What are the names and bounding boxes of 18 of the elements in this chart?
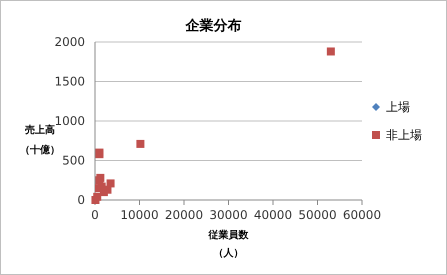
x-tick-label: 50000: [298, 208, 337, 222]
legend-label: 非上場: [386, 128, 422, 142]
point: [106, 179, 115, 188]
x-tick-label: 20000: [164, 208, 204, 222]
x-tick-label: 40000: [254, 208, 292, 222]
y-tick-label: 0: [77, 193, 85, 207]
x-tick-label: 60000: [342, 208, 382, 222]
legend-label: 上場: [386, 100, 410, 114]
y-tick-label: 500: [62, 154, 85, 168]
y-tick-label: 1500: [54, 74, 85, 88]
x-tick-label: 30000: [209, 208, 248, 222]
point: [136, 140, 144, 148]
y-tick-label: 2000: [54, 35, 85, 49]
point: [326, 47, 335, 56]
x-axis-title: 従業員数（人）: [208, 229, 250, 259]
x-tick-label: 10000: [120, 208, 159, 222]
chart-title: 企業分布: [184, 18, 242, 34]
x-tick-label: 0: [91, 208, 99, 222]
